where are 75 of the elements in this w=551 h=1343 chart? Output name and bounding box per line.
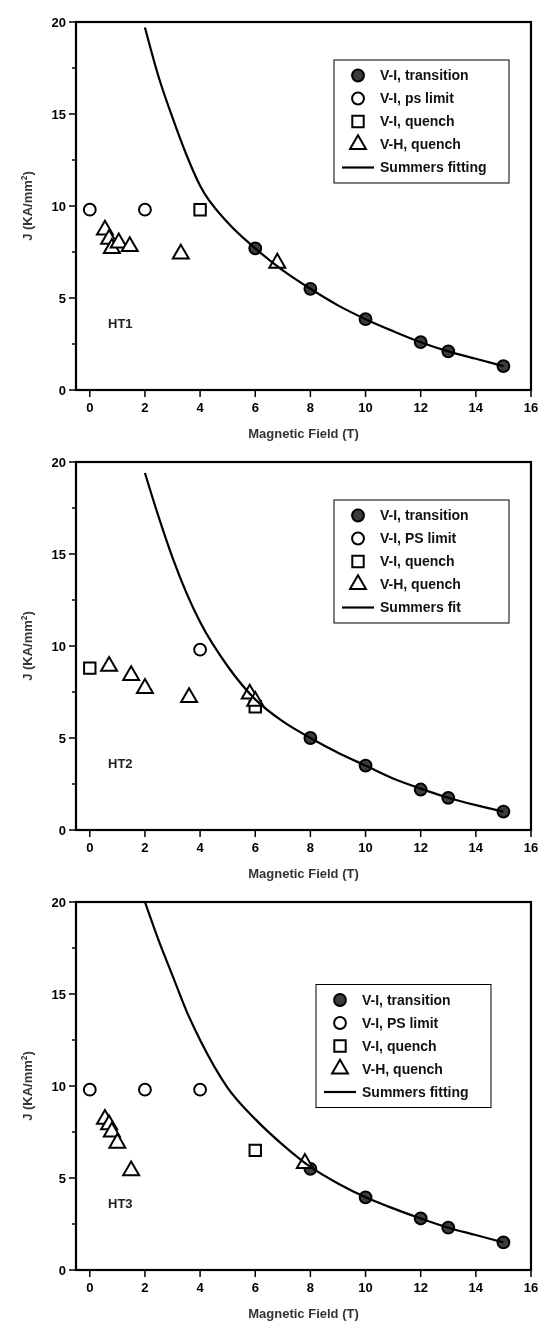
x-axis-title: Magnetic Field (T): [248, 426, 359, 441]
annotation: HT2: [108, 756, 133, 771]
y-tick-label: 10: [51, 638, 66, 654]
x-tick-label: 10: [358, 840, 373, 855]
y-tick-label: 5: [58, 1170, 66, 1186]
x-tick-label: 12: [413, 400, 428, 415]
legend-label: V-I, ps limit: [380, 90, 455, 107]
point: [122, 665, 141, 682]
x-tick-label: 2: [141, 840, 149, 855]
x-tick-label: 14: [468, 400, 484, 415]
legend-label: V-I, quench: [380, 113, 455, 130]
legend-label: Summers fitting: [380, 159, 487, 176]
point: [138, 1082, 152, 1097]
annotation: HT3: [108, 1196, 133, 1211]
x-tick-label: 0: [86, 400, 94, 415]
y-tick-label: 15: [51, 986, 66, 1002]
legend-label: V-I, quench: [362, 1037, 437, 1054]
point: [135, 678, 154, 694]
x-tick-label: 6: [251, 840, 259, 855]
y-tick-label: 5: [58, 290, 66, 306]
x-tick-label: 4: [196, 1280, 205, 1295]
legend-label: V-I, transition: [380, 507, 469, 524]
legend-label: V-I, PS limit: [362, 1014, 439, 1031]
point: [180, 687, 199, 704]
x-tick-label: 8: [306, 840, 315, 855]
x-tick-label: 12: [413, 1280, 428, 1295]
x-tick-label: 6: [251, 400, 259, 415]
x-tick-label: 10: [358, 400, 373, 415]
legend-label: V-I, transition: [380, 67, 469, 84]
x-tick-label: 4: [196, 840, 205, 855]
point: [83, 661, 97, 675]
y-tick-label: 15: [51, 106, 66, 122]
legend-label: V-H, quench: [380, 576, 461, 593]
point: [82, 1082, 97, 1097]
x-tick-label: 12: [413, 840, 428, 855]
x-tick-label: 14: [468, 840, 484, 855]
point: [100, 656, 119, 672]
y-tick-label: 0: [58, 1262, 66, 1278]
legend-label: V-I, transition: [362, 991, 451, 1008]
x-axis-title: Magnetic Field (T): [248, 866, 359, 881]
legend-label: V-I, PS limit: [380, 530, 457, 547]
x-tick-label: 4: [196, 400, 205, 415]
x-tick-label: 2: [141, 400, 149, 415]
x-tick-label: 8: [306, 400, 315, 415]
y-tick-label: 20: [51, 454, 66, 470]
x-tick-label: 16: [523, 1280, 539, 1295]
y-tick-label: 10: [51, 198, 66, 214]
y-tick-label: 20: [51, 14, 66, 30]
annotation: HT1: [108, 316, 133, 331]
y-tick-label: 15: [51, 546, 66, 562]
point: [193, 642, 208, 657]
legend-label: V-H, quench: [380, 136, 461, 153]
x-tick-label: 10: [358, 1280, 373, 1295]
x-tick-label: 8: [306, 1280, 315, 1295]
y-tick-label: 5: [58, 730, 66, 746]
legend-label: Summers fit: [380, 599, 462, 616]
point: [108, 1132, 127, 1149]
x-tick-label: 16: [523, 400, 539, 415]
y-tick-label: 20: [51, 894, 66, 910]
legend-label: V-H, quench: [362, 1060, 443, 1077]
point: [122, 1160, 141, 1177]
y-tick-label: 10: [51, 1078, 66, 1094]
point: [248, 1143, 262, 1158]
x-axis-title: Magnetic Field (T): [248, 1306, 359, 1321]
legend-label: V-I, quench: [380, 553, 455, 570]
y-tick-label: 0: [58, 822, 66, 838]
x-tick-label: 0: [86, 840, 94, 855]
legend-label: Summers fitting: [362, 1083, 469, 1100]
y-tick-label: 0: [58, 382, 66, 398]
x-tick-label: 14: [468, 1280, 484, 1295]
point: [193, 1082, 208, 1097]
x-tick-label: 16: [523, 840, 539, 855]
x-tick-label: 2: [141, 1280, 149, 1295]
x-tick-label: 0: [86, 1280, 94, 1295]
x-tick-label: 6: [251, 1280, 259, 1295]
